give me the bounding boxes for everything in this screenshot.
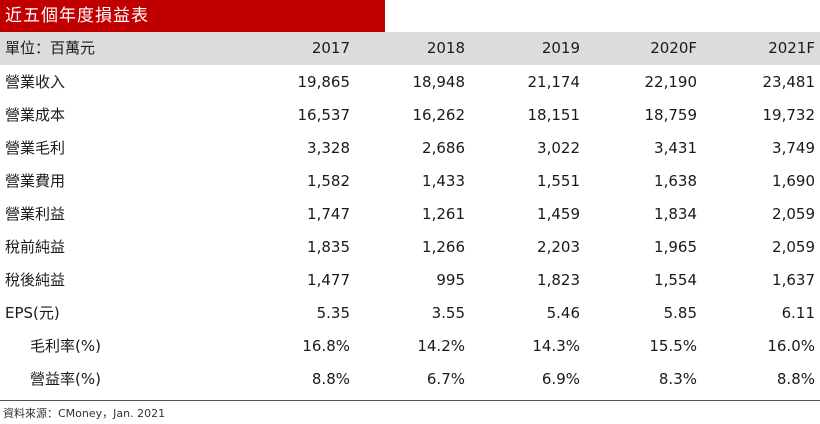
table-cell: 3.55 (431, 304, 465, 322)
table-row: 營業費用 1,582 1,433 1,551 1,638 1,690 (0, 165, 820, 198)
table-cell: 5.85 (663, 304, 697, 322)
table-row: 營業收入 19,865 18,948 21,174 22,190 23,481 (0, 66, 820, 99)
table-cell: 1,266 (422, 238, 465, 256)
table-cell: 5.46 (546, 304, 580, 322)
table-cell: 2,059 (772, 205, 815, 223)
table-cell: 8.3% (658, 370, 697, 388)
table-row: 稅後純益 1,477 995 1,823 1,554 1,637 (0, 264, 820, 297)
row-label: 營益率(%) (30, 370, 101, 388)
table-cell: 3,328 (307, 139, 350, 157)
table-cell: 3,431 (654, 139, 697, 157)
table-cell: 1,638 (654, 172, 697, 190)
year-header: 2019 (541, 39, 580, 57)
table-cell: 5.35 (316, 304, 350, 322)
unit-label: 單位：百萬元 (5, 39, 96, 57)
bottom-rule (0, 400, 820, 401)
year-header: 2018 (426, 39, 465, 57)
table-cell: 2,686 (422, 139, 465, 157)
row-label: 營業費用 (5, 172, 66, 190)
table-cell: 8.8% (311, 370, 350, 388)
table-cell: 1,834 (654, 205, 697, 223)
source-note: 資料來源：CMoney，Jan. 2021 (3, 407, 166, 420)
table-cell: 19,865 (297, 73, 351, 91)
table-cell: 16.8% (302, 337, 350, 355)
table-cell: 1,551 (537, 172, 580, 190)
table-row: 稅前純益 1,835 1,266 2,203 1,965 2,059 (0, 231, 820, 264)
table-cell: 8.8% (776, 370, 815, 388)
row-label: 營業成本 (5, 106, 66, 124)
row-label: EPS(元) (5, 304, 60, 322)
table-cell: 15.5% (649, 337, 697, 355)
table-cell: 14.2% (417, 337, 465, 355)
table-cell: 18,948 (412, 73, 466, 91)
table-cell: 1,637 (772, 271, 815, 289)
table-cell: 1,823 (537, 271, 580, 289)
table-cell: 6.7% (426, 370, 465, 388)
table-row: EPS(元) 5.35 3.55 5.46 5.85 6.11 (0, 297, 820, 330)
table-cell: 19,732 (762, 106, 816, 124)
table-cell: 1,554 (654, 271, 697, 289)
table-cell: 21,174 (527, 73, 581, 91)
table-cell: 3,749 (772, 139, 815, 157)
table-cell: 1,747 (307, 205, 350, 223)
table-cell: 6.9% (541, 370, 580, 388)
row-label: 營業收入 (5, 73, 66, 91)
table-cell: 1,433 (422, 172, 465, 190)
table-cell: 2,059 (772, 238, 815, 256)
table-cell: 1,835 (307, 238, 350, 256)
table-cell: 1,477 (307, 271, 350, 289)
table-cell: 18,759 (644, 106, 698, 124)
year-header: 2021F (768, 39, 815, 57)
table-cell: 22,190 (644, 73, 698, 91)
table-cell: 1,965 (654, 238, 697, 256)
table-cell: 14.3% (532, 337, 580, 355)
table-cell: 1,690 (772, 172, 815, 190)
table-cell: 1,582 (307, 172, 350, 190)
table-row: 營益率(%) 8.8% 6.7% 6.9% 8.3% 8.8% (0, 363, 820, 396)
table-cell: 2,203 (537, 238, 580, 256)
row-label: 營業利益 (5, 205, 66, 223)
year-header: 2020F (650, 39, 697, 57)
table-cell: 995 (436, 271, 465, 289)
table-row: 營業成本 16,537 16,262 18,151 18,759 19,732 (0, 99, 820, 132)
table-cell: 16,537 (297, 106, 351, 124)
row-label: 稅前純益 (5, 238, 66, 256)
table-cell: 16,262 (412, 106, 466, 124)
table-row: 毛利率(%) 16.8% 14.2% 14.3% 15.5% 16.0% (0, 330, 820, 363)
row-label: 毛利率(%) (30, 337, 101, 355)
table-cell: 1,261 (422, 205, 465, 223)
table-cell: 3,022 (537, 139, 580, 157)
table-cell: 6.11 (781, 304, 815, 322)
table-cell: 18,151 (527, 106, 581, 124)
table-cell: 1,459 (537, 205, 580, 223)
row-label: 營業毛利 (5, 139, 66, 157)
table-row: 營業利益 1,747 1,261 1,459 1,834 2,059 (0, 198, 820, 231)
row-label: 稅後純益 (5, 271, 66, 289)
table-row: 營業毛利 3,328 2,686 3,022 3,431 3,749 (0, 132, 820, 165)
table-cell: 16.0% (767, 337, 815, 355)
table-title: 近五個年度損益表 (0, 0, 385, 32)
table-cell: 23,481 (762, 73, 816, 91)
year-header: 2017 (311, 39, 350, 57)
table-header: 單位：百萬元 2017 2018 2019 2020F 2021F (0, 32, 820, 65)
